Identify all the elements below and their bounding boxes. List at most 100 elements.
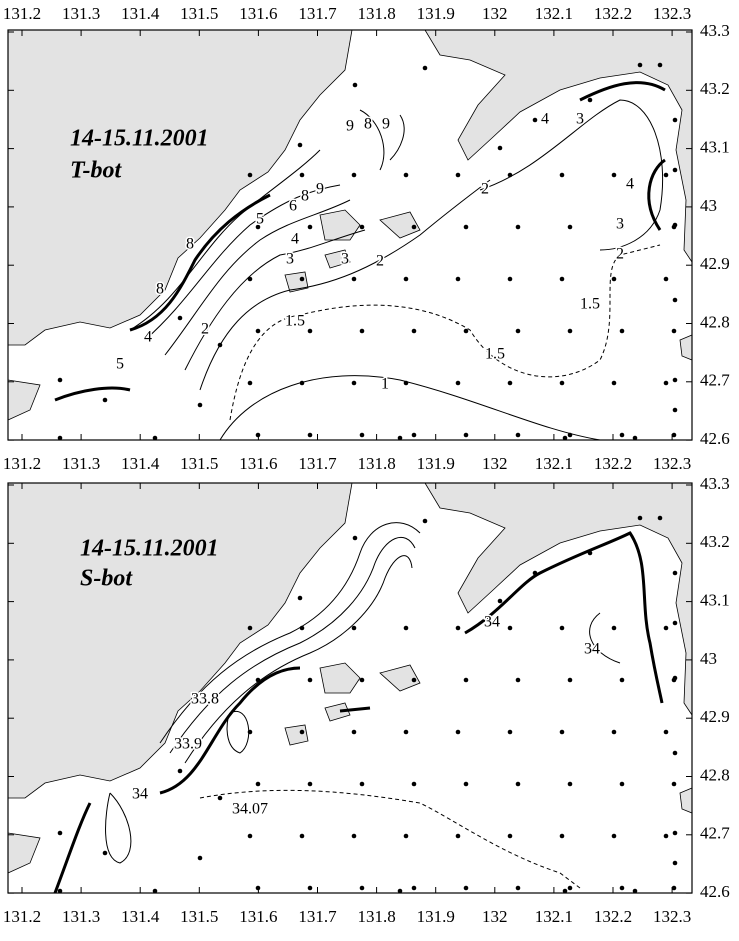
station [672, 117, 678, 123]
station [559, 276, 565, 282]
station [455, 276, 461, 282]
contour-label: 1 [381, 376, 389, 393]
x-tick-label: 132 [482, 454, 508, 473]
contour-label: 1.5 [485, 346, 505, 363]
station [532, 117, 538, 123]
station [102, 397, 108, 403]
station [307, 432, 313, 438]
station [507, 625, 513, 631]
station [587, 97, 593, 103]
y-tick-label: 42.8 [700, 312, 730, 331]
station [515, 224, 521, 230]
station [515, 328, 521, 334]
station [297, 595, 303, 601]
contour-label: 8 [186, 236, 194, 253]
x-tick-label: 132.2 [594, 4, 632, 23]
station [351, 729, 357, 735]
station [455, 625, 461, 631]
station [177, 768, 183, 774]
contour-label: 4 [144, 329, 152, 346]
x-tick-label: 131.5 [180, 907, 218, 926]
panel-date: 14-15.11.2001 [70, 126, 209, 152]
station [411, 781, 417, 787]
station [619, 885, 625, 891]
x-tick-label: 131.6 [239, 454, 277, 473]
station [559, 380, 565, 386]
y-tick-label: 43.3 [700, 21, 730, 40]
station [663, 276, 669, 282]
station [515, 677, 521, 683]
station [299, 276, 305, 282]
station [352, 535, 358, 541]
station [611, 625, 617, 631]
station [637, 515, 643, 521]
x-tick-label: 132.3 [653, 4, 691, 23]
x-tick-label: 131.5 [180, 4, 218, 23]
station [247, 172, 253, 178]
contour-label: 3 [616, 216, 624, 233]
station [657, 515, 663, 521]
station [672, 297, 678, 303]
station [672, 570, 678, 576]
y-tick-label: 42.6 [700, 882, 730, 901]
contour-label: 9 [382, 116, 390, 133]
station [559, 625, 565, 631]
x-tick-label: 132.1 [535, 4, 573, 23]
station [507, 380, 513, 386]
station [197, 402, 203, 408]
station [587, 550, 593, 556]
station [567, 885, 573, 891]
station [663, 380, 669, 386]
x-tick-label: 131.2 [3, 4, 41, 23]
station [672, 620, 678, 626]
station [611, 172, 617, 178]
station [672, 377, 678, 383]
station [455, 172, 461, 178]
x-tick-label: 132.3 [653, 454, 691, 473]
x-tick-label: 131.8 [357, 454, 395, 473]
station [507, 172, 513, 178]
station [177, 315, 183, 321]
x-tick-label: 131.2 [3, 907, 41, 926]
y-tick-label: 43.1 [700, 591, 730, 610]
station [57, 377, 63, 383]
station [197, 855, 203, 861]
y-tick-label: 43.2 [700, 79, 730, 98]
y-tick-label: 42.7 [700, 371, 730, 390]
station [672, 167, 678, 173]
y-tick-label: 43 [700, 649, 717, 668]
station [619, 432, 625, 438]
y-tick-label: 43.3 [700, 474, 730, 493]
station [307, 677, 313, 683]
station [351, 276, 357, 282]
station [403, 276, 409, 282]
station [515, 781, 521, 787]
station [351, 833, 357, 839]
station [422, 518, 428, 524]
station [403, 625, 409, 631]
contour-label: 33.9 [174, 736, 202, 753]
station [671, 781, 677, 787]
x-tick-label: 132 [482, 4, 508, 23]
contour-label: 2 [201, 321, 209, 338]
y-tick-label: 42.8 [700, 765, 730, 784]
station [422, 65, 428, 71]
x-tick-label: 131.7 [298, 454, 337, 473]
contour-label: 4 [291, 231, 299, 248]
station [463, 224, 469, 230]
station [567, 224, 573, 230]
station [663, 833, 669, 839]
station [463, 677, 469, 683]
station [672, 860, 678, 866]
station [411, 677, 417, 683]
station [411, 885, 417, 891]
station [632, 888, 638, 894]
station [411, 432, 417, 438]
contour-label: 2 [376, 253, 384, 270]
x-tick-label: 132.2 [594, 907, 632, 926]
contour-label: 2 [616, 246, 624, 263]
station [663, 729, 669, 735]
contour-label: 34 [484, 614, 500, 631]
contour-label: 5 [116, 356, 124, 373]
x-tick-label: 131.2 [3, 454, 41, 473]
